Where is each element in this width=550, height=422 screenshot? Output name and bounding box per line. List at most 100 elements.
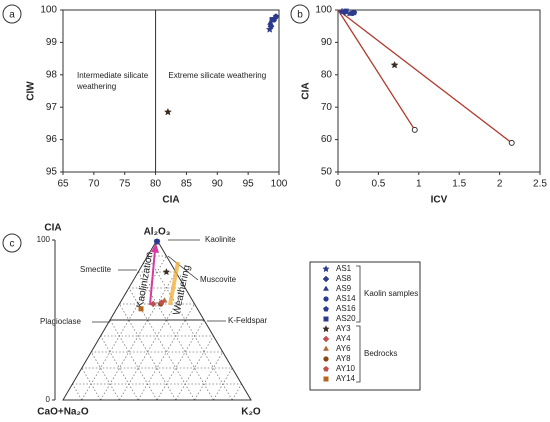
x-axis-label: CIA bbox=[162, 195, 179, 206]
legend-label: AS14 bbox=[336, 294, 356, 303]
point bbox=[158, 299, 165, 305]
legend-marker bbox=[323, 316, 329, 322]
legend-label: AS9 bbox=[336, 284, 352, 293]
x-tick-label: 1.5 bbox=[452, 179, 466, 190]
y-axis-label: CIA bbox=[301, 82, 312, 99]
legend-bracket bbox=[356, 265, 361, 323]
arrow bbox=[168, 261, 180, 306]
ternary-grid bbox=[128, 287, 195, 401]
x-axis-label: ICV bbox=[431, 195, 448, 206]
y-axis-label: CIW bbox=[26, 81, 37, 101]
mineral-label: Muscovite bbox=[200, 275, 237, 284]
apex-label: CaO+Na₂O bbox=[37, 407, 89, 418]
legend-label: AY3 bbox=[336, 324, 351, 333]
point bbox=[390, 60, 399, 69]
x-tick-label: 90 bbox=[212, 179, 224, 190]
ternary-grid bbox=[231, 383, 242, 401]
reference-line bbox=[337, 9, 416, 131]
legend-marker bbox=[322, 325, 330, 333]
legend-group-label: Bedrocks bbox=[364, 349, 397, 358]
point bbox=[163, 107, 172, 116]
x-tick-label: 70 bbox=[88, 179, 100, 190]
y-tick-label: 100 bbox=[315, 5, 332, 16]
legend-label: AY10 bbox=[336, 364, 356, 373]
legend-label: AY8 bbox=[336, 354, 351, 363]
panel-label: c bbox=[10, 239, 15, 250]
x-tick-label: 0 bbox=[335, 179, 341, 190]
annotation: Extreme silicate weathering bbox=[168, 71, 266, 80]
legend-label: AY4 bbox=[336, 334, 351, 343]
legend-marker bbox=[323, 365, 329, 372]
y-tick-label: 60 bbox=[321, 134, 333, 145]
x-tick-label: 2.5 bbox=[533, 179, 547, 190]
legend-label: AS1 bbox=[336, 264, 352, 273]
mineral-label: Plagioclase bbox=[40, 317, 81, 326]
y-tick-label: 50 bbox=[321, 167, 333, 178]
y-tick-label: 98 bbox=[46, 69, 58, 80]
point bbox=[149, 300, 157, 308]
leader-line bbox=[167, 255, 199, 281]
point bbox=[154, 239, 160, 245]
apex-label: Al₂O₃ bbox=[144, 227, 171, 238]
point bbox=[138, 306, 144, 312]
legend-label: AY6 bbox=[336, 344, 351, 353]
x-tick-label: 80 bbox=[150, 179, 162, 190]
legend-marker bbox=[322, 275, 330, 283]
x-tick-label: 95 bbox=[243, 179, 255, 190]
panel-label-circle bbox=[2, 4, 22, 24]
ternary-grid bbox=[194, 351, 224, 401]
legend-label: AS16 bbox=[336, 304, 356, 313]
annotation: weathering bbox=[76, 82, 116, 91]
annotation: Intermediate silicate bbox=[77, 71, 149, 80]
end-point bbox=[411, 126, 418, 133]
point bbox=[162, 268, 171, 276]
legend-marker bbox=[322, 285, 330, 291]
end-point bbox=[508, 139, 515, 146]
ternary-grid bbox=[213, 367, 233, 401]
ternary-grid bbox=[109, 319, 158, 401]
x-tick-label: 1 bbox=[416, 179, 422, 190]
y-tick-label: 100 bbox=[40, 5, 57, 16]
x-tick-label: 85 bbox=[181, 179, 193, 190]
legend-bracket bbox=[356, 325, 361, 383]
ternary-grid bbox=[156, 319, 205, 401]
legend-label: AS20 bbox=[336, 314, 356, 323]
y-tick-label: 99 bbox=[46, 37, 58, 48]
legend-marker bbox=[322, 335, 330, 343]
ternary-grid bbox=[90, 351, 120, 401]
y-tick-label: 96 bbox=[46, 134, 58, 145]
apex-label: K₂O bbox=[241, 407, 261, 418]
legend-marker bbox=[323, 356, 329, 362]
x-tick-label: 65 bbox=[57, 179, 69, 190]
x-tick-label: 100 bbox=[271, 179, 288, 190]
plot-frame bbox=[62, 9, 280, 173]
legend-marker bbox=[323, 376, 329, 382]
y-tick-label: 97 bbox=[46, 102, 58, 113]
y-tick-label: 90 bbox=[321, 37, 333, 48]
mineral-label: K-Feldspar bbox=[228, 316, 267, 325]
legend-group-label: Kaolin samples bbox=[364, 289, 418, 298]
legend-label: AS8 bbox=[336, 274, 352, 283]
panel-label-circle bbox=[290, 4, 310, 24]
legend-marker bbox=[323, 296, 329, 302]
ternary-grid bbox=[72, 383, 83, 401]
reference-line bbox=[337, 9, 513, 144]
point bbox=[269, 17, 275, 23]
x-tick-label: 0.5 bbox=[371, 179, 385, 190]
legend-marker bbox=[323, 305, 329, 312]
legend-marker bbox=[322, 265, 330, 273]
ternary-grid bbox=[81, 367, 101, 401]
y-tick-label: 70 bbox=[321, 102, 333, 113]
x-tick-label: 75 bbox=[119, 179, 131, 190]
a-tick-label: 0 bbox=[46, 395, 51, 404]
mineral-label: Smectite bbox=[80, 265, 112, 274]
plot-frame bbox=[337, 9, 541, 173]
ternary-grid bbox=[81, 255, 167, 401]
mineral-label: Kaolinite bbox=[205, 235, 236, 244]
legend-marker bbox=[322, 345, 330, 351]
y-tick-label: 95 bbox=[46, 167, 58, 178]
ternary-grid bbox=[119, 287, 186, 401]
panel-label: a bbox=[9, 10, 15, 21]
arrow-head bbox=[151, 243, 159, 253]
